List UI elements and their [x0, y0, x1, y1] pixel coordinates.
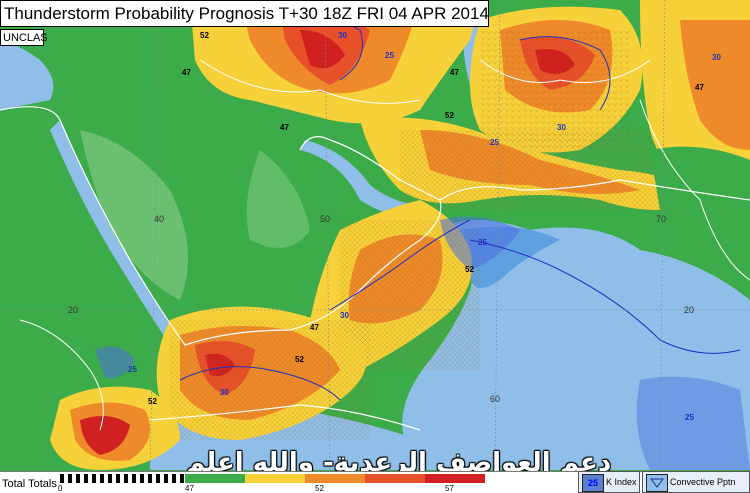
classification-box: UNCLAS	[0, 29, 48, 46]
total-totals-scale	[60, 474, 485, 483]
convective-zone-2	[636, 376, 750, 470]
contour-label: 25	[490, 138, 499, 147]
label-lon-60: 60	[490, 394, 500, 404]
k-index-label: K Index	[606, 477, 637, 487]
desert-zone-2	[246, 150, 310, 248]
contour-label: 25	[478, 238, 487, 247]
label-lat-20-right: 20	[684, 305, 694, 315]
contour-label: 47	[310, 323, 319, 332]
central-hatch	[400, 130, 700, 210]
contour-label: 47	[695, 83, 704, 92]
classification-label: UNCLAS	[3, 32, 48, 44]
contour-label: 30	[338, 31, 347, 40]
scale-segment-low	[60, 474, 185, 483]
east-orange	[680, 20, 750, 150]
border-east	[639, 99, 750, 281]
contour-label: 30	[712, 53, 721, 62]
east-green	[650, 146, 750, 230]
yemen-hatch	[170, 320, 370, 440]
contour-label: 47	[280, 123, 289, 132]
contour-label: 52	[465, 265, 474, 274]
k-index-contour-3	[519, 36, 611, 111]
border-ne	[479, 59, 651, 83]
contour-label: 52	[445, 111, 454, 120]
k-index-key: 25 K Index	[578, 471, 640, 493]
label-lon-40: 40	[154, 214, 164, 224]
contour-label: 47	[182, 68, 191, 77]
scale-segment-green	[185, 474, 245, 483]
contour-label: 30	[557, 123, 566, 132]
contour-label: 52	[295, 355, 304, 364]
convective-label: Convective Pptn	[670, 477, 736, 487]
contour-label: 25	[385, 51, 394, 60]
scale-tick: 52	[315, 484, 324, 493]
convective-zone-1	[440, 216, 520, 270]
k-index-contour-1	[329, 219, 471, 311]
border-north	[199, 59, 421, 104]
scale-segment-redorange	[365, 474, 425, 483]
scale-tick: 57	[445, 484, 454, 493]
k-index-contour-5	[179, 366, 341, 401]
label-lat-20: 20	[68, 305, 78, 315]
contour-label: 52	[200, 31, 209, 40]
contour-label: 25	[685, 413, 694, 422]
border-africa	[19, 319, 104, 431]
contour-label: 30	[340, 311, 349, 320]
persian-gulf	[300, 140, 425, 216]
desert-zone	[80, 130, 188, 300]
contour-label: 30	[220, 388, 229, 397]
k-index-contour-2	[469, 239, 741, 354]
coastline-gulf-aden	[149, 404, 421, 431]
contour-label: 52	[148, 397, 157, 406]
map-title-box: Thunderstorm Probability Prognosis T+30 …	[0, 0, 489, 27]
coastline-arabia	[0, 106, 442, 346]
k-index-swatch: 25	[582, 474, 604, 492]
convective-swatch	[646, 474, 668, 492]
convective-key: Convective Pptn	[642, 471, 750, 493]
label-lon-50: 50	[320, 214, 330, 224]
scale-tick: 0	[58, 484, 63, 493]
total-totals-label: Total Totals	[2, 478, 57, 490]
contour-label: 25	[128, 365, 137, 374]
map-title: Thunderstorm Probability Prognosis T+30 …	[4, 4, 489, 23]
convective-triangle-icon	[650, 478, 664, 488]
scale-segment-yellow	[245, 474, 305, 483]
contour-label: 47	[450, 68, 459, 77]
scale-segment-orange	[305, 474, 365, 483]
label-lon-70: 70	[656, 214, 666, 224]
convective-zone-3	[95, 346, 135, 379]
scale-tick: 47	[185, 484, 194, 493]
scale-ticks: 0 47 52 57	[58, 484, 560, 493]
horn-red	[80, 416, 130, 455]
scale-segment-red	[425, 474, 485, 483]
red-sea	[50, 120, 180, 345]
mediterranean-sea	[0, 40, 54, 110]
coastline-iran	[439, 179, 750, 201]
north-red-core	[300, 30, 345, 69]
